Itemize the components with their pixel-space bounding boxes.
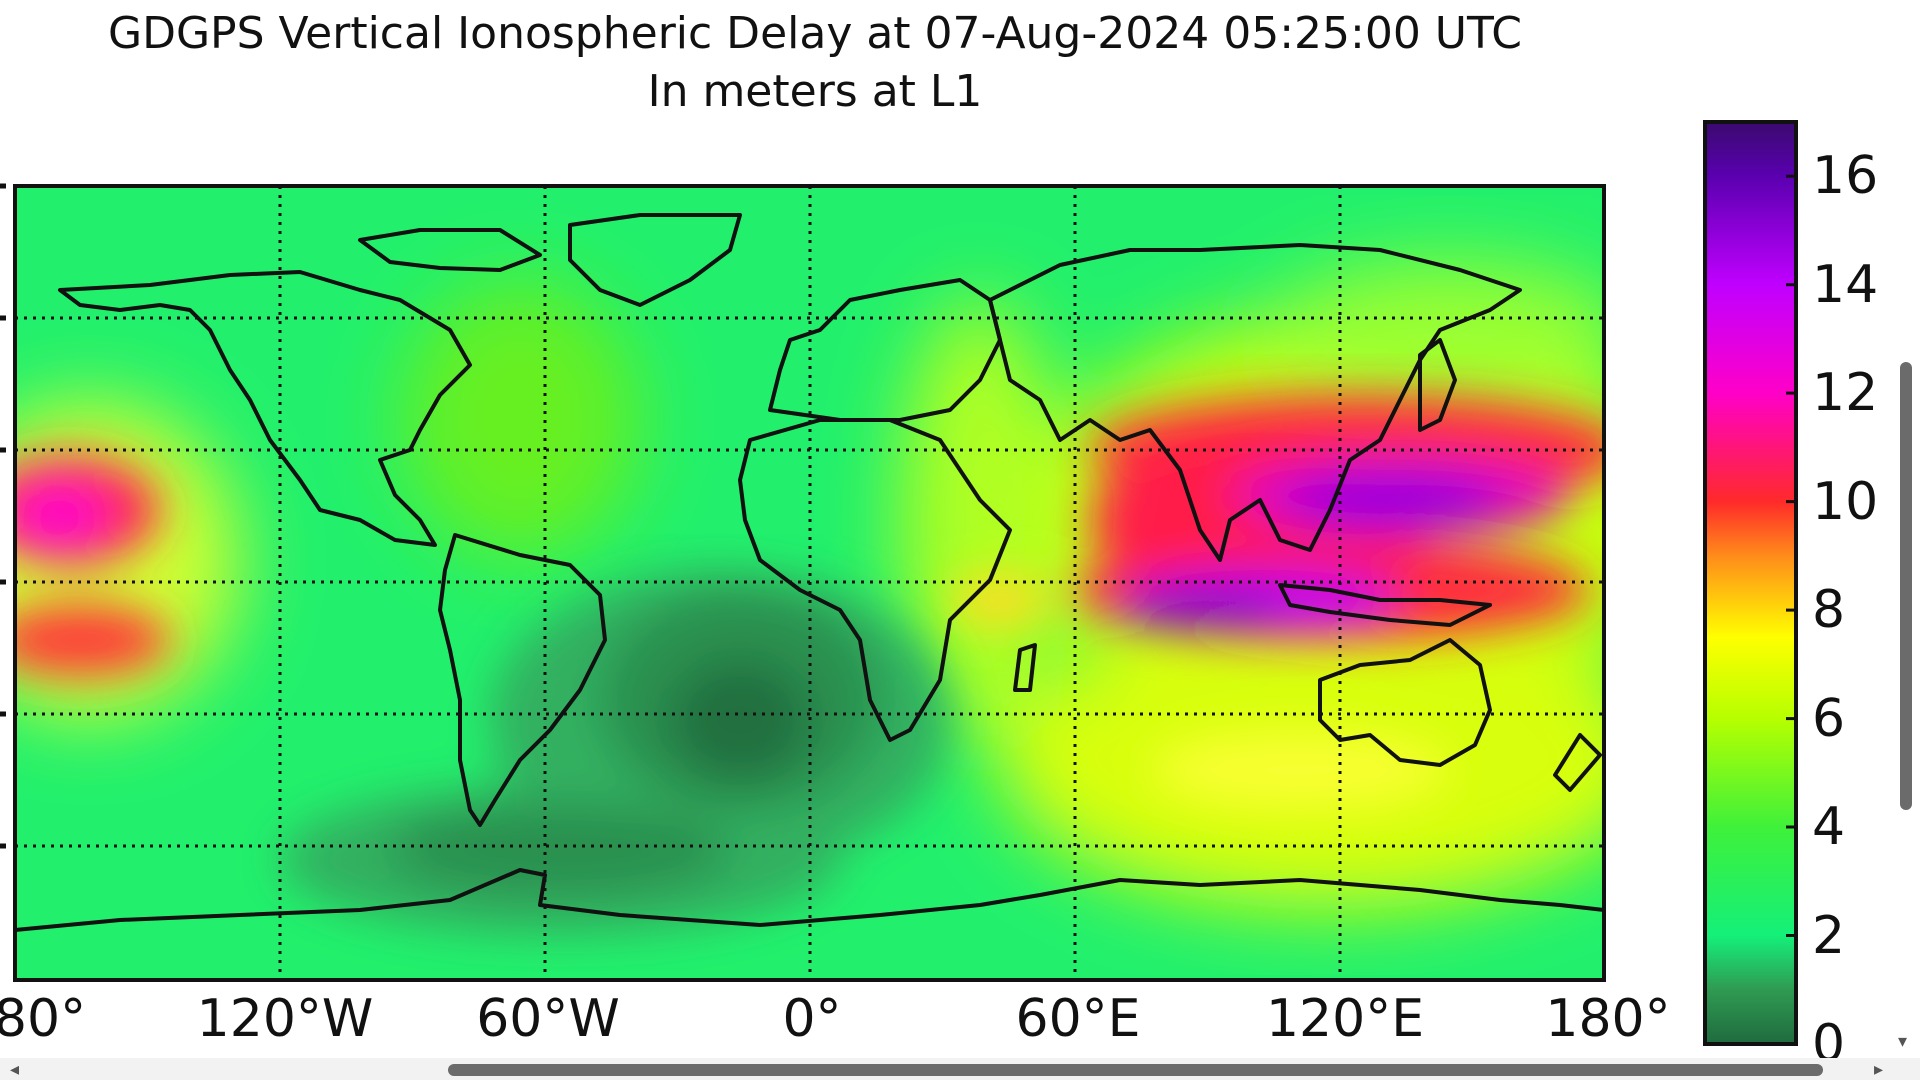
map-frame <box>13 184 1606 982</box>
madagascar-coast <box>1013 643 1037 692</box>
x-tick-label: 120°W <box>196 989 374 1049</box>
colorbar-tick-label: 14 <box>1812 255 1879 315</box>
africa-coast <box>738 418 1012 742</box>
colorbar-tick-label: 2 <box>1812 906 1846 966</box>
x-tick-label: 120°E <box>1265 989 1425 1049</box>
coastlines <box>15 213 1604 932</box>
horizontal-scrollbar-thumb[interactable] <box>448 1064 1823 1076</box>
colorbar-tick-label: 12 <box>1812 363 1879 423</box>
x-tick-label: 60°W <box>476 989 620 1049</box>
arctic-islands <box>358 228 542 272</box>
map-title: GDGPS Vertical Ionospheric Delay at 07-A… <box>107 8 1523 59</box>
colorbar-tick-label: 6 <box>1812 689 1846 749</box>
map-subtitle: In meters at L1 <box>647 66 983 117</box>
colorbar-tick-label: 8 <box>1812 580 1846 640</box>
y-axis-ticks <box>0 183 6 849</box>
japan-coast <box>1418 338 1457 432</box>
vertical-scrollbar[interactable] <box>1900 362 1912 810</box>
ionosphere-map-panel <box>15 186 1604 980</box>
asia-coast <box>988 243 1522 562</box>
x-tick-label: 180° <box>1545 989 1671 1049</box>
greenland-coast <box>568 213 742 307</box>
south-america-coast <box>438 533 607 827</box>
x-tick-label: 0° <box>782 989 842 1049</box>
europe-coast <box>768 278 1002 422</box>
x-tick-label: 80° <box>0 989 87 1049</box>
antarctica-coast <box>15 868 1604 932</box>
scroll-right-arrow-icon[interactable]: ▸ <box>1874 1059 1884 1080</box>
scroll-down-arrow-icon[interactable]: ▾ <box>1898 1031 1908 1052</box>
colorbar <box>1703 120 1798 1046</box>
south-atlantic-anomaly <box>280 570 950 935</box>
colorbar-ticks <box>1786 174 1796 1046</box>
colorbar-tick-label: 4 <box>1812 797 1846 857</box>
colorbar-tick-label: 10 <box>1812 472 1879 532</box>
australia-coast <box>1318 638 1492 767</box>
colorbar-tick-label: 16 <box>1812 146 1879 206</box>
x-tick-label: 60°E <box>1015 989 1141 1049</box>
graticule <box>15 186 1604 980</box>
north-america-coast <box>58 270 472 547</box>
new-zealand-coast <box>1553 733 1602 792</box>
indonesia-coast <box>1278 583 1492 627</box>
ionospheric-crests <box>15 395 1604 810</box>
scroll-left-arrow-icon[interactable]: ◂ <box>10 1059 20 1080</box>
